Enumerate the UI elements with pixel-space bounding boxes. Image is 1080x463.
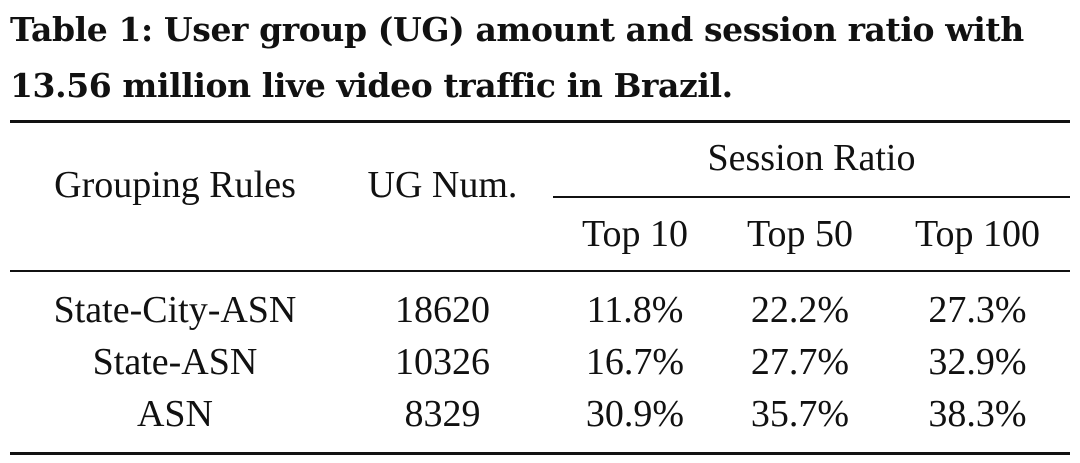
caption-line-1: Table 1: User group (UG) amount and sess… xyxy=(10,10,1024,49)
row-grouping-rule: State-City-ASN xyxy=(53,289,297,331)
table-bottom-rule xyxy=(10,452,1070,455)
session-ratio-rule xyxy=(553,196,1070,198)
header-top-50: Top 50 xyxy=(746,213,854,255)
row-top-50: 35.7% xyxy=(750,393,850,435)
caption-line-2: 13.56 million live video traffic in Braz… xyxy=(10,66,733,105)
row-grouping-rule: ASN xyxy=(136,393,214,435)
header-grouping-rules: Grouping Rules xyxy=(54,164,296,206)
header-top-100: Top 100 xyxy=(914,213,1041,255)
row-top-100: 32.9% xyxy=(928,341,1027,383)
row-ug-num: 10326 xyxy=(395,341,490,383)
header-ug-num: UG Num. xyxy=(367,164,518,206)
row-grouping-rule: State-ASN xyxy=(92,341,258,383)
table-top-rule xyxy=(10,120,1070,123)
row-top-10: 30.9% xyxy=(585,393,685,435)
row-top-10: 11.8% xyxy=(586,289,684,331)
row-top-10: 16.7% xyxy=(585,341,685,383)
row-ug-num: 8329 xyxy=(404,393,481,435)
row-top-100: 27.3% xyxy=(928,289,1027,331)
table-caption: Table 1: User group (UG) amount and sess… xyxy=(10,2,1075,114)
table-header-rule xyxy=(10,270,1070,272)
row-top-100: 38.3% xyxy=(928,393,1027,435)
header-top-10: Top 10 xyxy=(581,213,689,255)
row-ug-num: 18620 xyxy=(395,289,490,331)
row-top-50: 27.7% xyxy=(750,341,850,383)
row-top-50: 22.2% xyxy=(750,289,850,331)
header-session-ratio: Session Ratio xyxy=(707,137,916,179)
